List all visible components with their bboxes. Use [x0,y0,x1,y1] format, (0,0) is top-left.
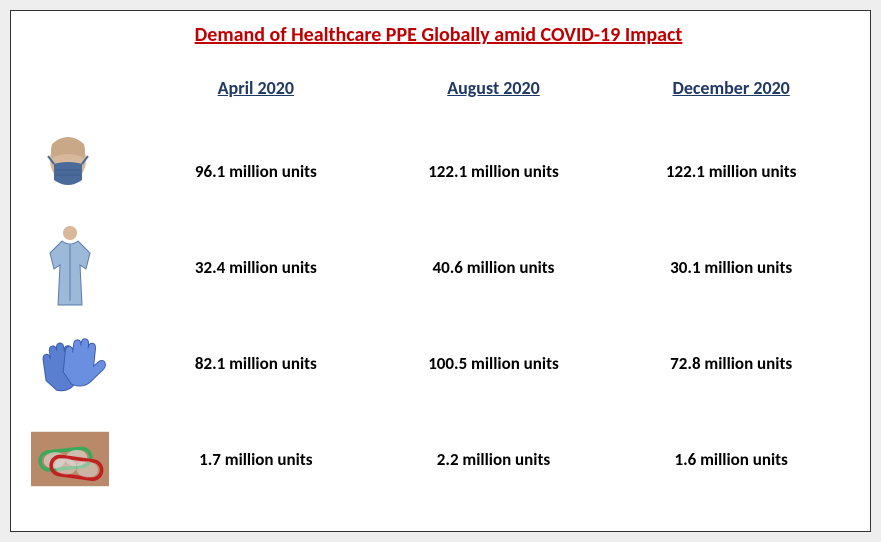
data-cell: 30.1 million units [612,219,850,315]
face-mask-icon [31,131,109,211]
data-cell: 2.2 million units [375,411,613,507]
data-cell: 40.6 million units [375,219,613,315]
table-row: 96.1 million units 122.1 million units 1… [27,123,850,219]
table-row: 32.4 million units 40.6 million units 30… [27,219,850,315]
data-cell: 1.7 million units [137,411,375,507]
page-title: Demand of Healthcare PPE Globally amid C… [27,23,850,47]
data-cell: 72.8 million units [612,315,850,411]
data-cell: 96.1 million units [137,123,375,219]
icon-cell [27,123,137,219]
header-blank [27,77,137,123]
data-cell: 1.6 million units [612,411,850,507]
data-cell: 100.5 million units [375,315,613,411]
table-header-row: April 2020 August 2020 December 2020 [27,77,850,123]
icon-cell [27,315,137,411]
data-cell: 82.1 million units [137,315,375,411]
icon-cell [27,219,137,315]
gown-icon [31,227,109,307]
data-cell: 32.4 million units [137,219,375,315]
gloves-icon [31,323,109,403]
table-row: 1.7 million units 2.2 million units 1.6 … [27,411,850,507]
table-row: 82.1 million units 100.5 million units 7… [27,315,850,411]
goggles-icon [31,419,109,499]
data-cell: 122.1 million units [375,123,613,219]
icon-cell [27,411,137,507]
data-cell: 122.1 million units [612,123,850,219]
header-col-2: December 2020 [612,77,850,123]
ppe-demand-table: April 2020 August 2020 December 2020 [27,77,850,507]
header-col-1: August 2020 [375,77,613,123]
infographic-card: Demand of Healthcare PPE Globally amid C… [10,10,871,532]
header-col-0: April 2020 [137,77,375,123]
